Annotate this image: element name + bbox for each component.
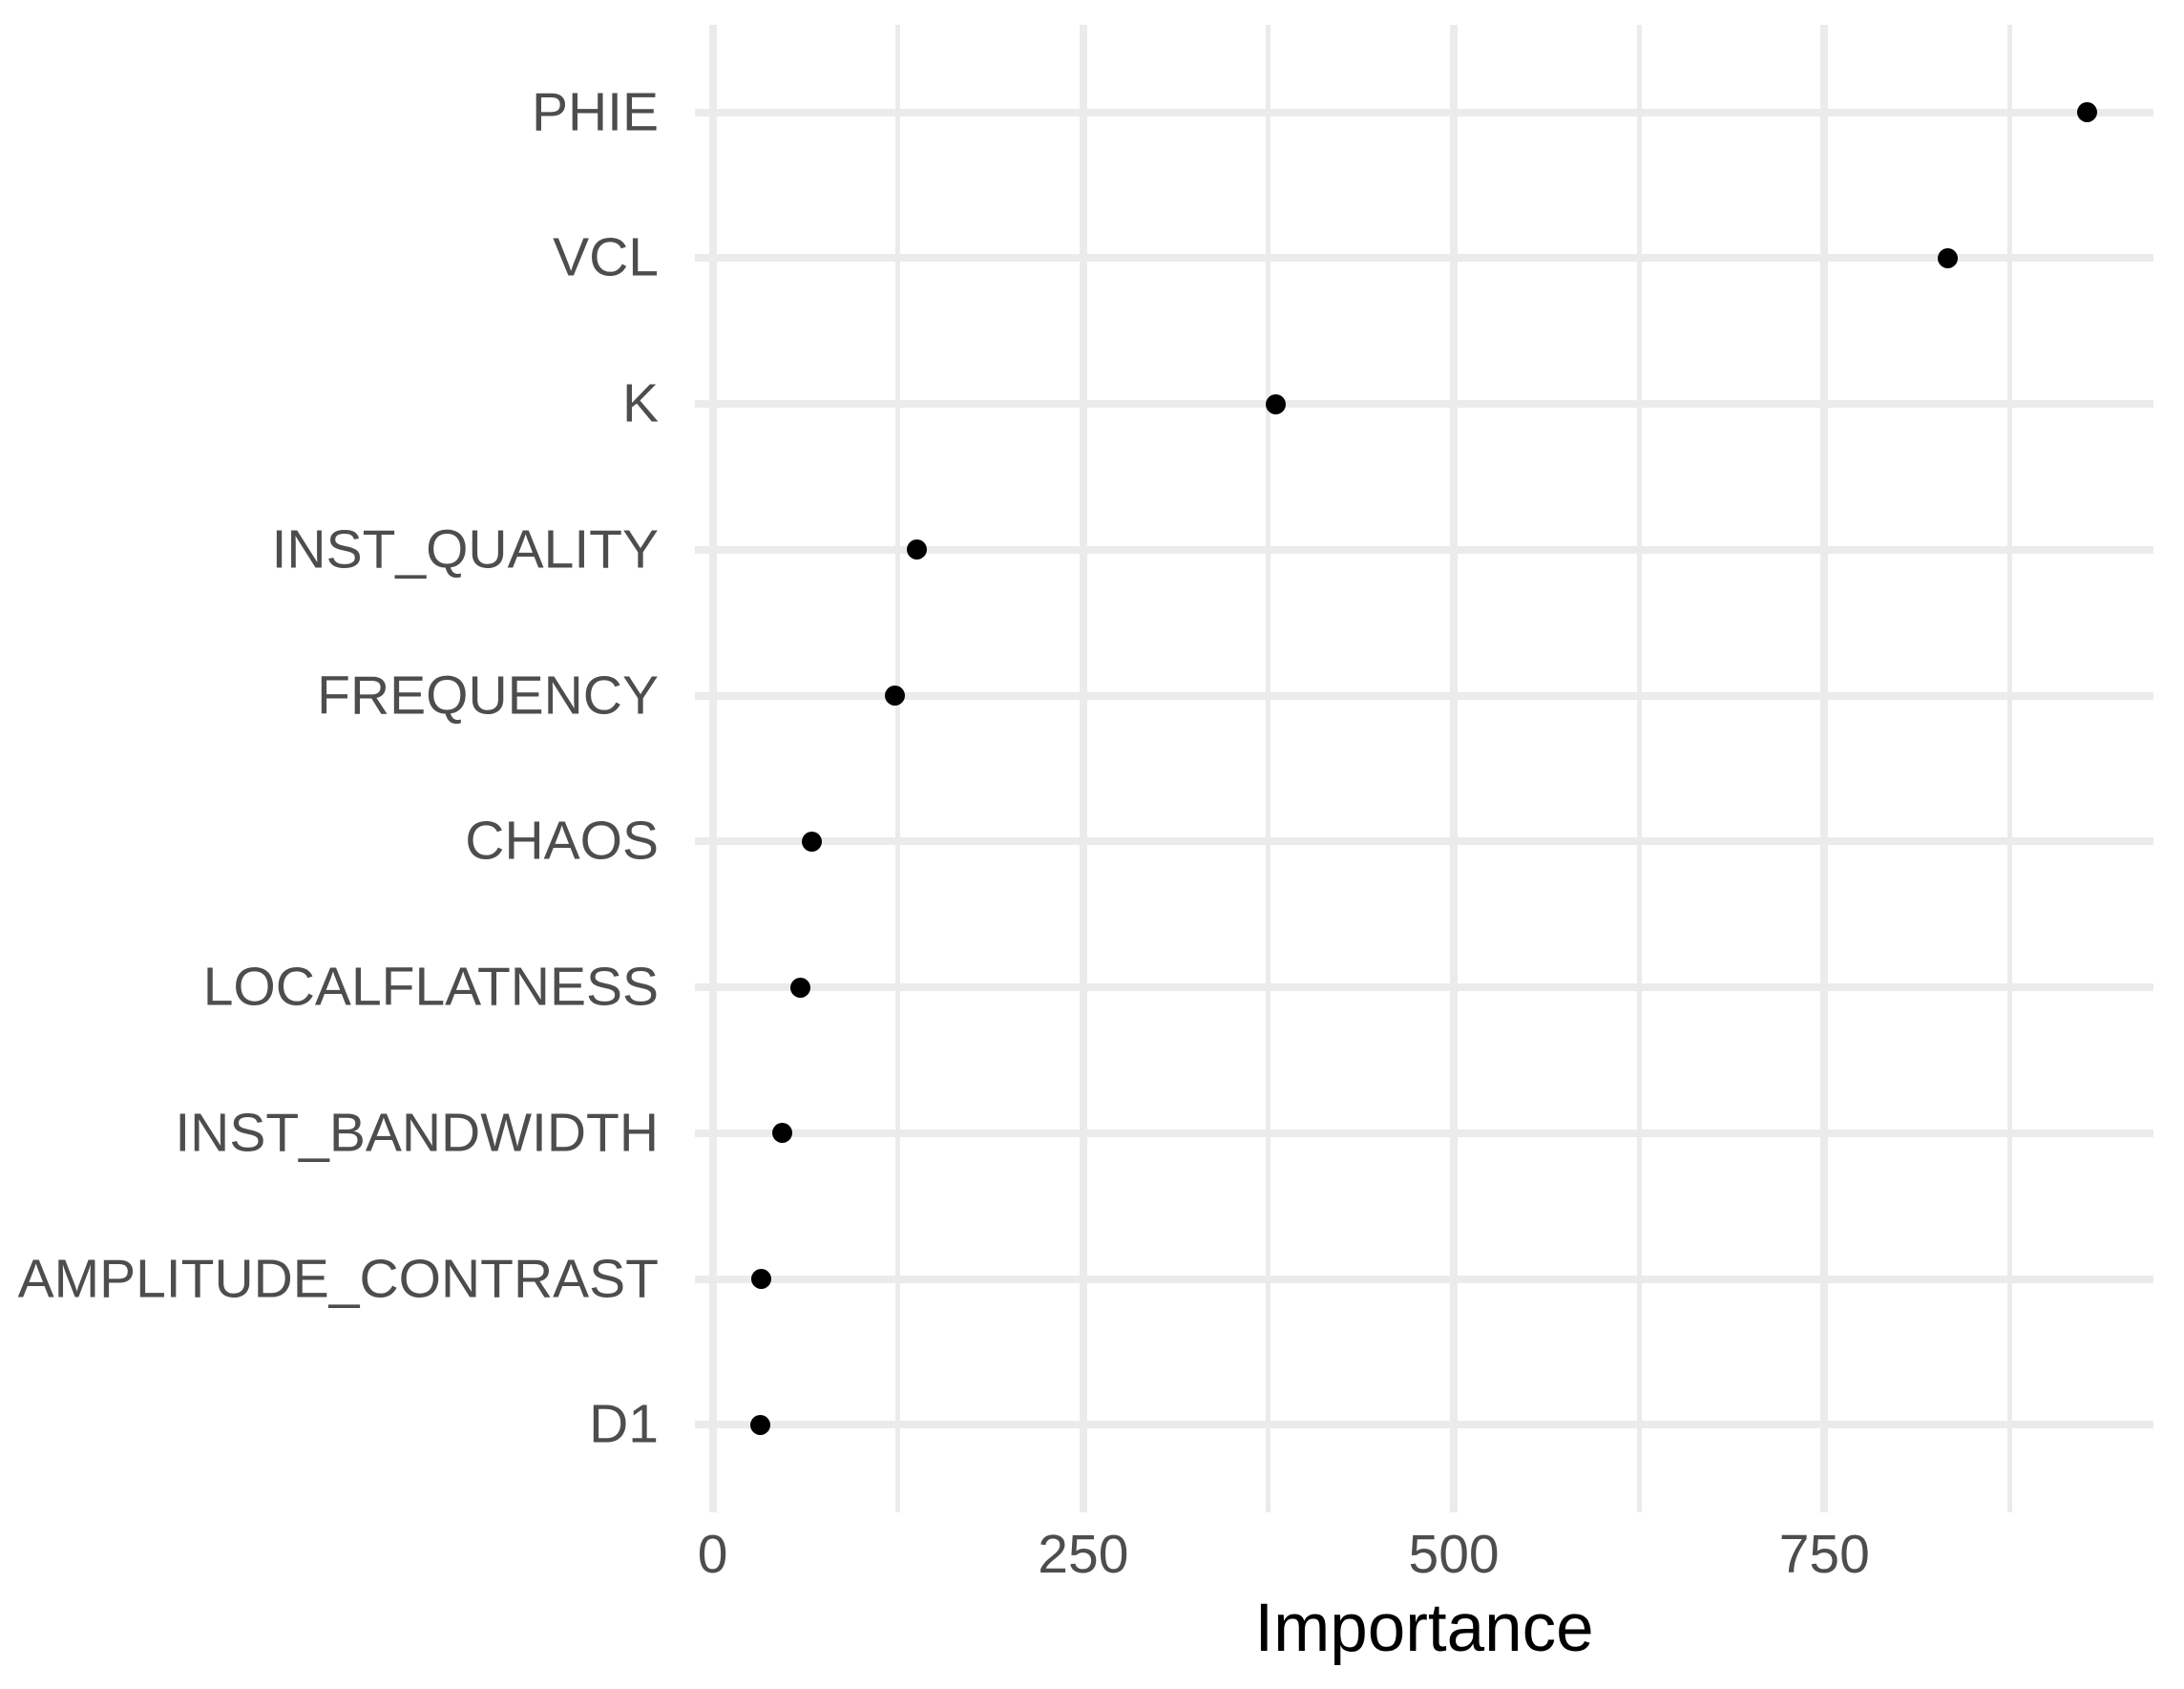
category-label: LOCALFLATNESS xyxy=(202,956,659,1018)
y-major-gridline xyxy=(695,400,2153,409)
x-tick-label: 500 xyxy=(1408,1524,1500,1585)
x-major-gridline xyxy=(1450,25,1459,1512)
x-major-gridline xyxy=(1820,25,1829,1512)
data-point xyxy=(2076,102,2097,123)
data-point xyxy=(907,539,928,560)
x-major-gridline xyxy=(1079,25,1087,1512)
x-minor-gridline xyxy=(1266,25,1271,1512)
y-major-gridline xyxy=(695,545,2153,554)
data-point xyxy=(751,1269,772,1290)
data-point xyxy=(772,1123,793,1144)
data-point xyxy=(1937,247,1958,268)
x-axis-title: Importance xyxy=(1254,1591,1594,1666)
y-major-gridline xyxy=(695,983,2153,992)
y-major-gridline xyxy=(695,691,2153,700)
x-tick-label: 0 xyxy=(697,1524,728,1585)
x-minor-gridline xyxy=(2006,25,2012,1512)
x-tick-label: 250 xyxy=(1038,1524,1129,1585)
data-point xyxy=(1266,393,1287,414)
x-major-gridline xyxy=(708,25,717,1512)
x-tick-label: 750 xyxy=(1778,1524,1870,1585)
data-point xyxy=(885,686,906,707)
x-minor-gridline xyxy=(1636,25,1642,1512)
category-label: D1 xyxy=(589,1393,659,1455)
y-major-gridline xyxy=(695,108,2153,116)
data-point xyxy=(802,831,823,852)
data-point xyxy=(789,977,810,998)
y-major-gridline xyxy=(695,1421,2153,1429)
y-major-gridline xyxy=(695,1129,2153,1137)
category-label: VCL xyxy=(553,226,659,288)
y-major-gridline xyxy=(695,1275,2153,1283)
category-label: K xyxy=(621,372,659,434)
category-label: AMPLITUDE_CONTRAST xyxy=(17,1248,659,1310)
data-point xyxy=(749,1414,770,1435)
y-major-gridline xyxy=(695,254,2153,263)
category-label: INST_BANDWIDTH xyxy=(175,1102,659,1164)
category-label: FREQUENCY xyxy=(317,665,659,727)
category-label: INST_QUALITY xyxy=(271,518,659,581)
y-major-gridline xyxy=(695,837,2153,846)
category-label: PHIE xyxy=(531,81,659,143)
x-minor-gridline xyxy=(895,25,901,1512)
category-label: CHAOS xyxy=(465,810,659,872)
